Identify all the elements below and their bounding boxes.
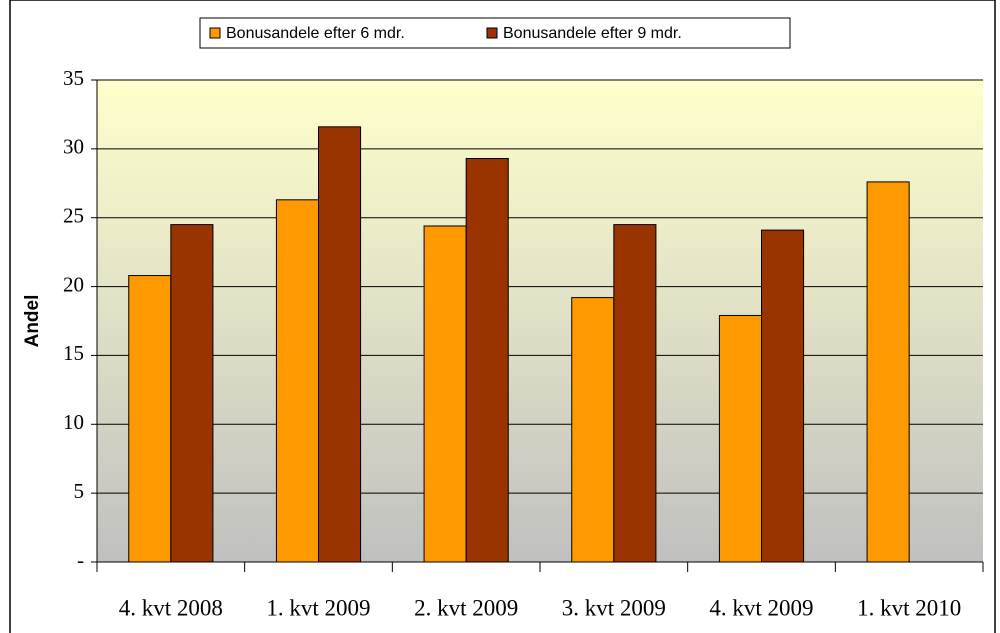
plot-area <box>97 80 983 562</box>
bar <box>571 297 615 563</box>
x-tick-label: 4. kvt 2009 <box>709 595 813 620</box>
bar <box>423 225 467 563</box>
x-tick-label: 1. kvt 2010 <box>857 595 961 620</box>
y-tick-label: 20 <box>63 272 84 296</box>
y-tick-label: - <box>77 548 84 572</box>
y-tick-label: 30 <box>63 135 84 159</box>
bar <box>465 157 509 563</box>
x-tick-label: 3. kvt 2009 <box>562 595 666 620</box>
bar <box>718 314 762 563</box>
bar <box>761 229 805 563</box>
bar <box>318 126 362 563</box>
bar <box>866 181 910 563</box>
y-tick-label: 5 <box>74 479 85 503</box>
y-tick-label: 10 <box>63 410 84 434</box>
y-tick-label: 35 <box>63 66 84 90</box>
bar <box>613 224 657 563</box>
legend-swatch <box>486 27 498 39</box>
legend-label: Bonusandele efter 6 mdr. <box>226 25 405 42</box>
bar <box>128 275 172 563</box>
legend-swatch <box>209 27 221 39</box>
y-tick-label: 25 <box>63 204 84 228</box>
x-tick-label: 2. kvt 2009 <box>414 595 518 620</box>
x-tick-label: 4. kvt 2008 <box>119 595 223 620</box>
bar <box>275 199 320 563</box>
y-axis-label: Andel <box>22 295 43 348</box>
x-tick-label: 1. kvt 2009 <box>266 595 370 620</box>
y-tick-label: 15 <box>63 341 84 365</box>
legend-label: Bonusandele efter 9 mdr. <box>503 25 682 42</box>
bar <box>170 224 214 563</box>
